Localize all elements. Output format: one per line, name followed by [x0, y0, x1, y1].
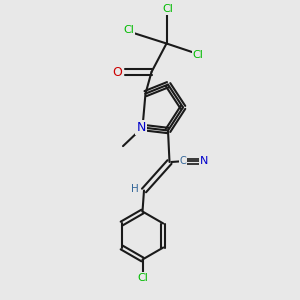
Text: H: H	[131, 184, 139, 194]
Text: O: O	[112, 65, 122, 79]
Text: C: C	[180, 156, 187, 167]
Text: N: N	[200, 156, 208, 167]
Text: Cl: Cl	[163, 4, 173, 14]
Text: N: N	[136, 121, 146, 134]
Text: Cl: Cl	[137, 273, 148, 283]
Text: Cl: Cl	[124, 25, 134, 35]
Text: Cl: Cl	[193, 50, 203, 61]
